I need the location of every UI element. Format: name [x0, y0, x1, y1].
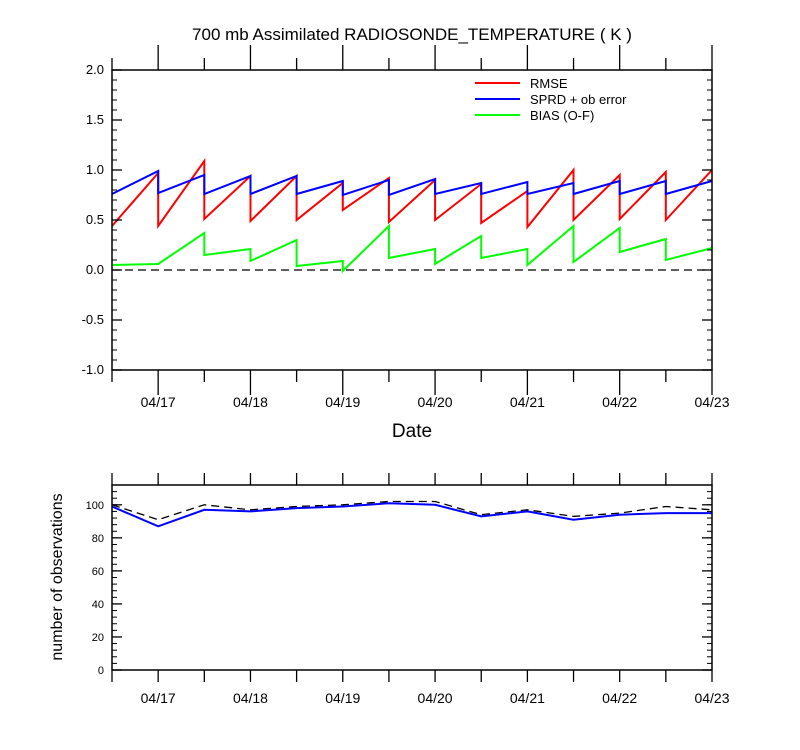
y-tick-label: -1.0: [82, 362, 104, 377]
x-tick-label: 04/22: [602, 394, 637, 410]
x-tick-label: 04/21: [510, 690, 545, 706]
series-line-assimilated: [111, 502, 712, 528]
x-tick-label: 04/22: [602, 690, 637, 706]
x-tick-label: 04/20: [418, 690, 453, 706]
y-tick-label: 80: [92, 533, 104, 545]
chart-title: 700 mb Assimilated RADIOSONDE_TEMPERATUR…: [192, 25, 632, 44]
y-tick-label: 1.5: [86, 112, 104, 127]
bottom-chart: 0 20 40 60 80 100 04/17 04/18 04/19 04/20 04/21 04/…: [49, 473, 730, 706]
y-tick-label: 2.0: [86, 62, 104, 77]
bottom-series-group: [111, 500, 713, 528]
y-tick-label: 20: [92, 632, 104, 644]
x-tick-label: 04/19: [325, 690, 360, 706]
y-tick-label: -0.5: [82, 312, 104, 327]
y-tick-label: 60: [92, 566, 104, 578]
x-tick-label: 04/19: [325, 394, 360, 410]
x-tick-label: 04/18: [233, 394, 268, 410]
series-line-possible: [111, 500, 713, 521]
x-tick-label: 04/17: [141, 690, 176, 706]
bottom-ticks: 0 20 40 60 80 100 04/17 04/18 04/19 04/20 04/21 04/…: [86, 473, 730, 706]
series-line-sprd-ob-error: [111, 169, 713, 197]
x-axis-label: Date: [392, 421, 432, 442]
y-tick-label: 40: [92, 599, 104, 611]
bottom-plot-frame: [111, 484, 713, 671]
y-tick-label: 0.0: [86, 262, 104, 277]
top-chart: 700 mb Assimilated RADIOSONDE_TEMPERATUR…: [82, 25, 730, 442]
legend-label-bias-o-f: BIAS (O-F): [530, 108, 594, 123]
y-tick-label: 0: [98, 665, 104, 677]
x-tick-label: 04/21: [510, 394, 545, 410]
y-axis-label: number of observations: [49, 493, 66, 660]
x-tick-label: 04/17: [141, 394, 176, 410]
x-tick-label: 04/20: [418, 394, 453, 410]
y-tick-label: 1.0: [86, 162, 104, 177]
x-tick-label: 04/18: [233, 690, 268, 706]
x-tick-label: 04/23: [694, 690, 729, 706]
x-tick-label: 04/23: [694, 394, 729, 410]
y-tick-label: 100: [86, 500, 104, 512]
series-line-bias-o-f: [111, 223, 713, 274]
top-plot-frame: [111, 69, 713, 371]
legend-label-sprd-ob-error: SPRD + ob error: [530, 92, 627, 107]
legend-label-rmse: RMSE: [530, 76, 568, 91]
top-series-group: [111, 157, 713, 274]
y-tick-label: 0.5: [86, 212, 104, 227]
top-ticks: -1.0 -0.5 0.0 0.5 1.0 1.5 2.0 04/17 04/18 04/19 04…: [82, 45, 730, 410]
